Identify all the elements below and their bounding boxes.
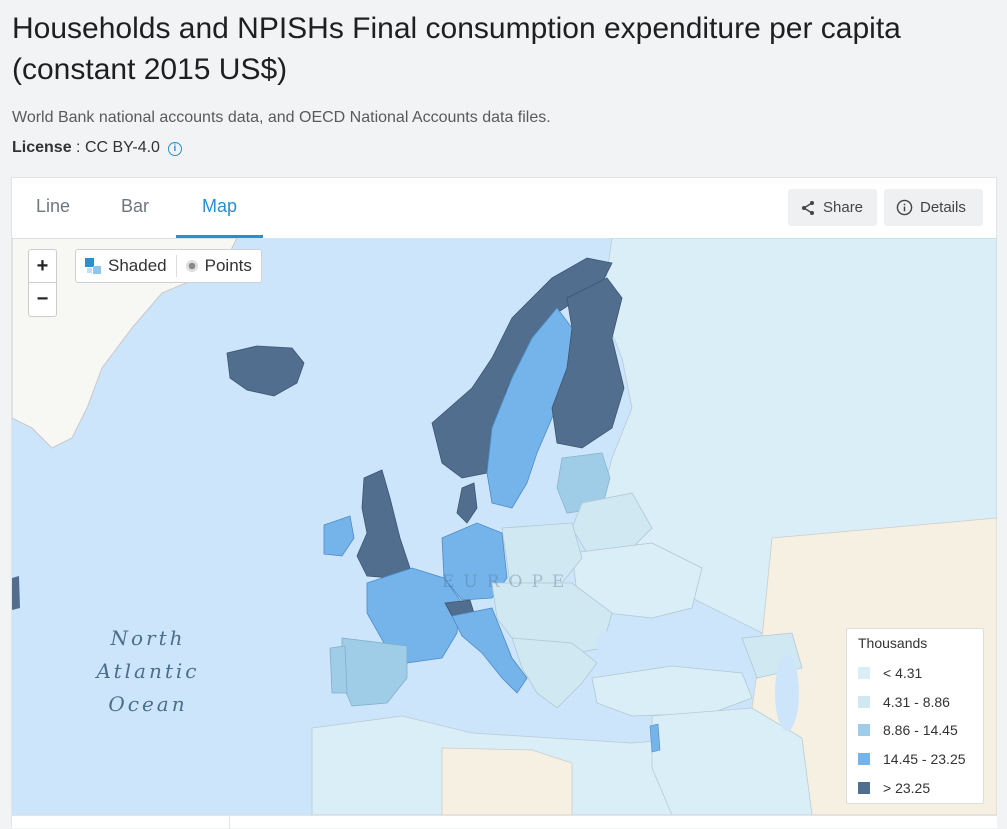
ocean-label: North Atlantic Ocean [96, 626, 200, 716]
legend-item: 8.86 - 14.45 [858, 716, 972, 745]
legend-item: 14.45 - 23.25 [858, 745, 972, 774]
chart-card: Line Bar Map Share Details [11, 177, 997, 829]
zoom-control: + − [28, 249, 57, 317]
zoom-in-button[interactable]: + [29, 250, 56, 283]
legend-label: < 4.31 [883, 665, 923, 682]
share-icon [802, 200, 814, 215]
legend-swatch [858, 667, 870, 680]
share-button[interactable]: Share [788, 189, 877, 226]
sea-black [595, 626, 679, 660]
legend-swatch [858, 753, 870, 766]
details-button[interactable]: Details [884, 189, 983, 226]
view-tabs: Line Bar Map [12, 178, 263, 238]
mode-shaded-label: Shaded [108, 256, 167, 275]
license-value: CC BY-4.0 [84, 139, 160, 156]
land-finland [551, 277, 625, 449]
land-france [366, 567, 461, 664]
sea-caspian [775, 655, 799, 731]
share-label: Share [823, 199, 864, 216]
land-portugal [329, 645, 348, 694]
land-faroes [12, 576, 20, 610]
tab-map[interactable]: Map [176, 178, 263, 238]
tab-bar[interactable]: Bar [120, 196, 149, 216]
legend-swatch [858, 781, 870, 794]
legend-title: Thousands [858, 635, 928, 651]
info-icon[interactable]: i [167, 142, 182, 156]
bottom-panel-edge [12, 815, 997, 829]
land-turkey [591, 665, 753, 717]
choropleth-map[interactable]: North Atlantic Ocean EUROPE + − Shaded P… [12, 238, 997, 815]
map-mode-toggle: Shaded Points [75, 249, 262, 283]
land-israel [649, 723, 661, 753]
legend-item: > 23.25 [858, 773, 972, 802]
legend-item: < 4.31 [858, 659, 972, 688]
land-italy [451, 607, 528, 694]
mode-points-label: Points [204, 256, 252, 275]
mode-divider [175, 255, 177, 277]
land-ireland [323, 515, 355, 557]
land-denmark [456, 482, 478, 524]
land-uk [356, 469, 411, 579]
legend-label: > 23.25 [883, 779, 931, 796]
map-legend: Thousands < 4.31 4.31 - 8.86 8.86 - 14.4… [846, 628, 984, 804]
legend-swatch [858, 724, 870, 737]
land-spain [341, 637, 408, 707]
land-middle-east [651, 707, 813, 815]
land-poland [501, 522, 583, 584]
land-balkans [511, 637, 598, 709]
details-label: Details [920, 199, 966, 216]
legend-item: 4.31 - 8.86 [858, 688, 972, 717]
zoom-out-button[interactable]: − [36, 288, 49, 310]
points-icon [185, 260, 198, 272]
shaded-icon [85, 258, 101, 274]
info-circle-icon [896, 199, 913, 216]
map-canvas[interactable] [12, 238, 997, 815]
region-label: EUROPE [442, 572, 574, 592]
page-title: Households and NPISHs Final consumption … [12, 12, 901, 86]
legend-label: 14.45 - 23.25 [883, 751, 966, 768]
land-iceland [226, 345, 305, 397]
license-label: License [12, 139, 72, 156]
tab-line[interactable]: Line [35, 196, 71, 216]
license-line: License : CC BY-4.0 i [12, 139, 182, 157]
land-africa-nodata [441, 747, 573, 815]
mode-shaded-option[interactable]: Shaded [76, 250, 176, 282]
legend-label: 8.86 - 14.45 [883, 722, 958, 739]
legend-label: 4.31 - 8.86 [883, 693, 950, 710]
legend-swatch [858, 695, 870, 708]
mode-points-option[interactable]: Points [177, 250, 261, 282]
source-text: World Bank national accounts data, and O… [12, 109, 551, 126]
